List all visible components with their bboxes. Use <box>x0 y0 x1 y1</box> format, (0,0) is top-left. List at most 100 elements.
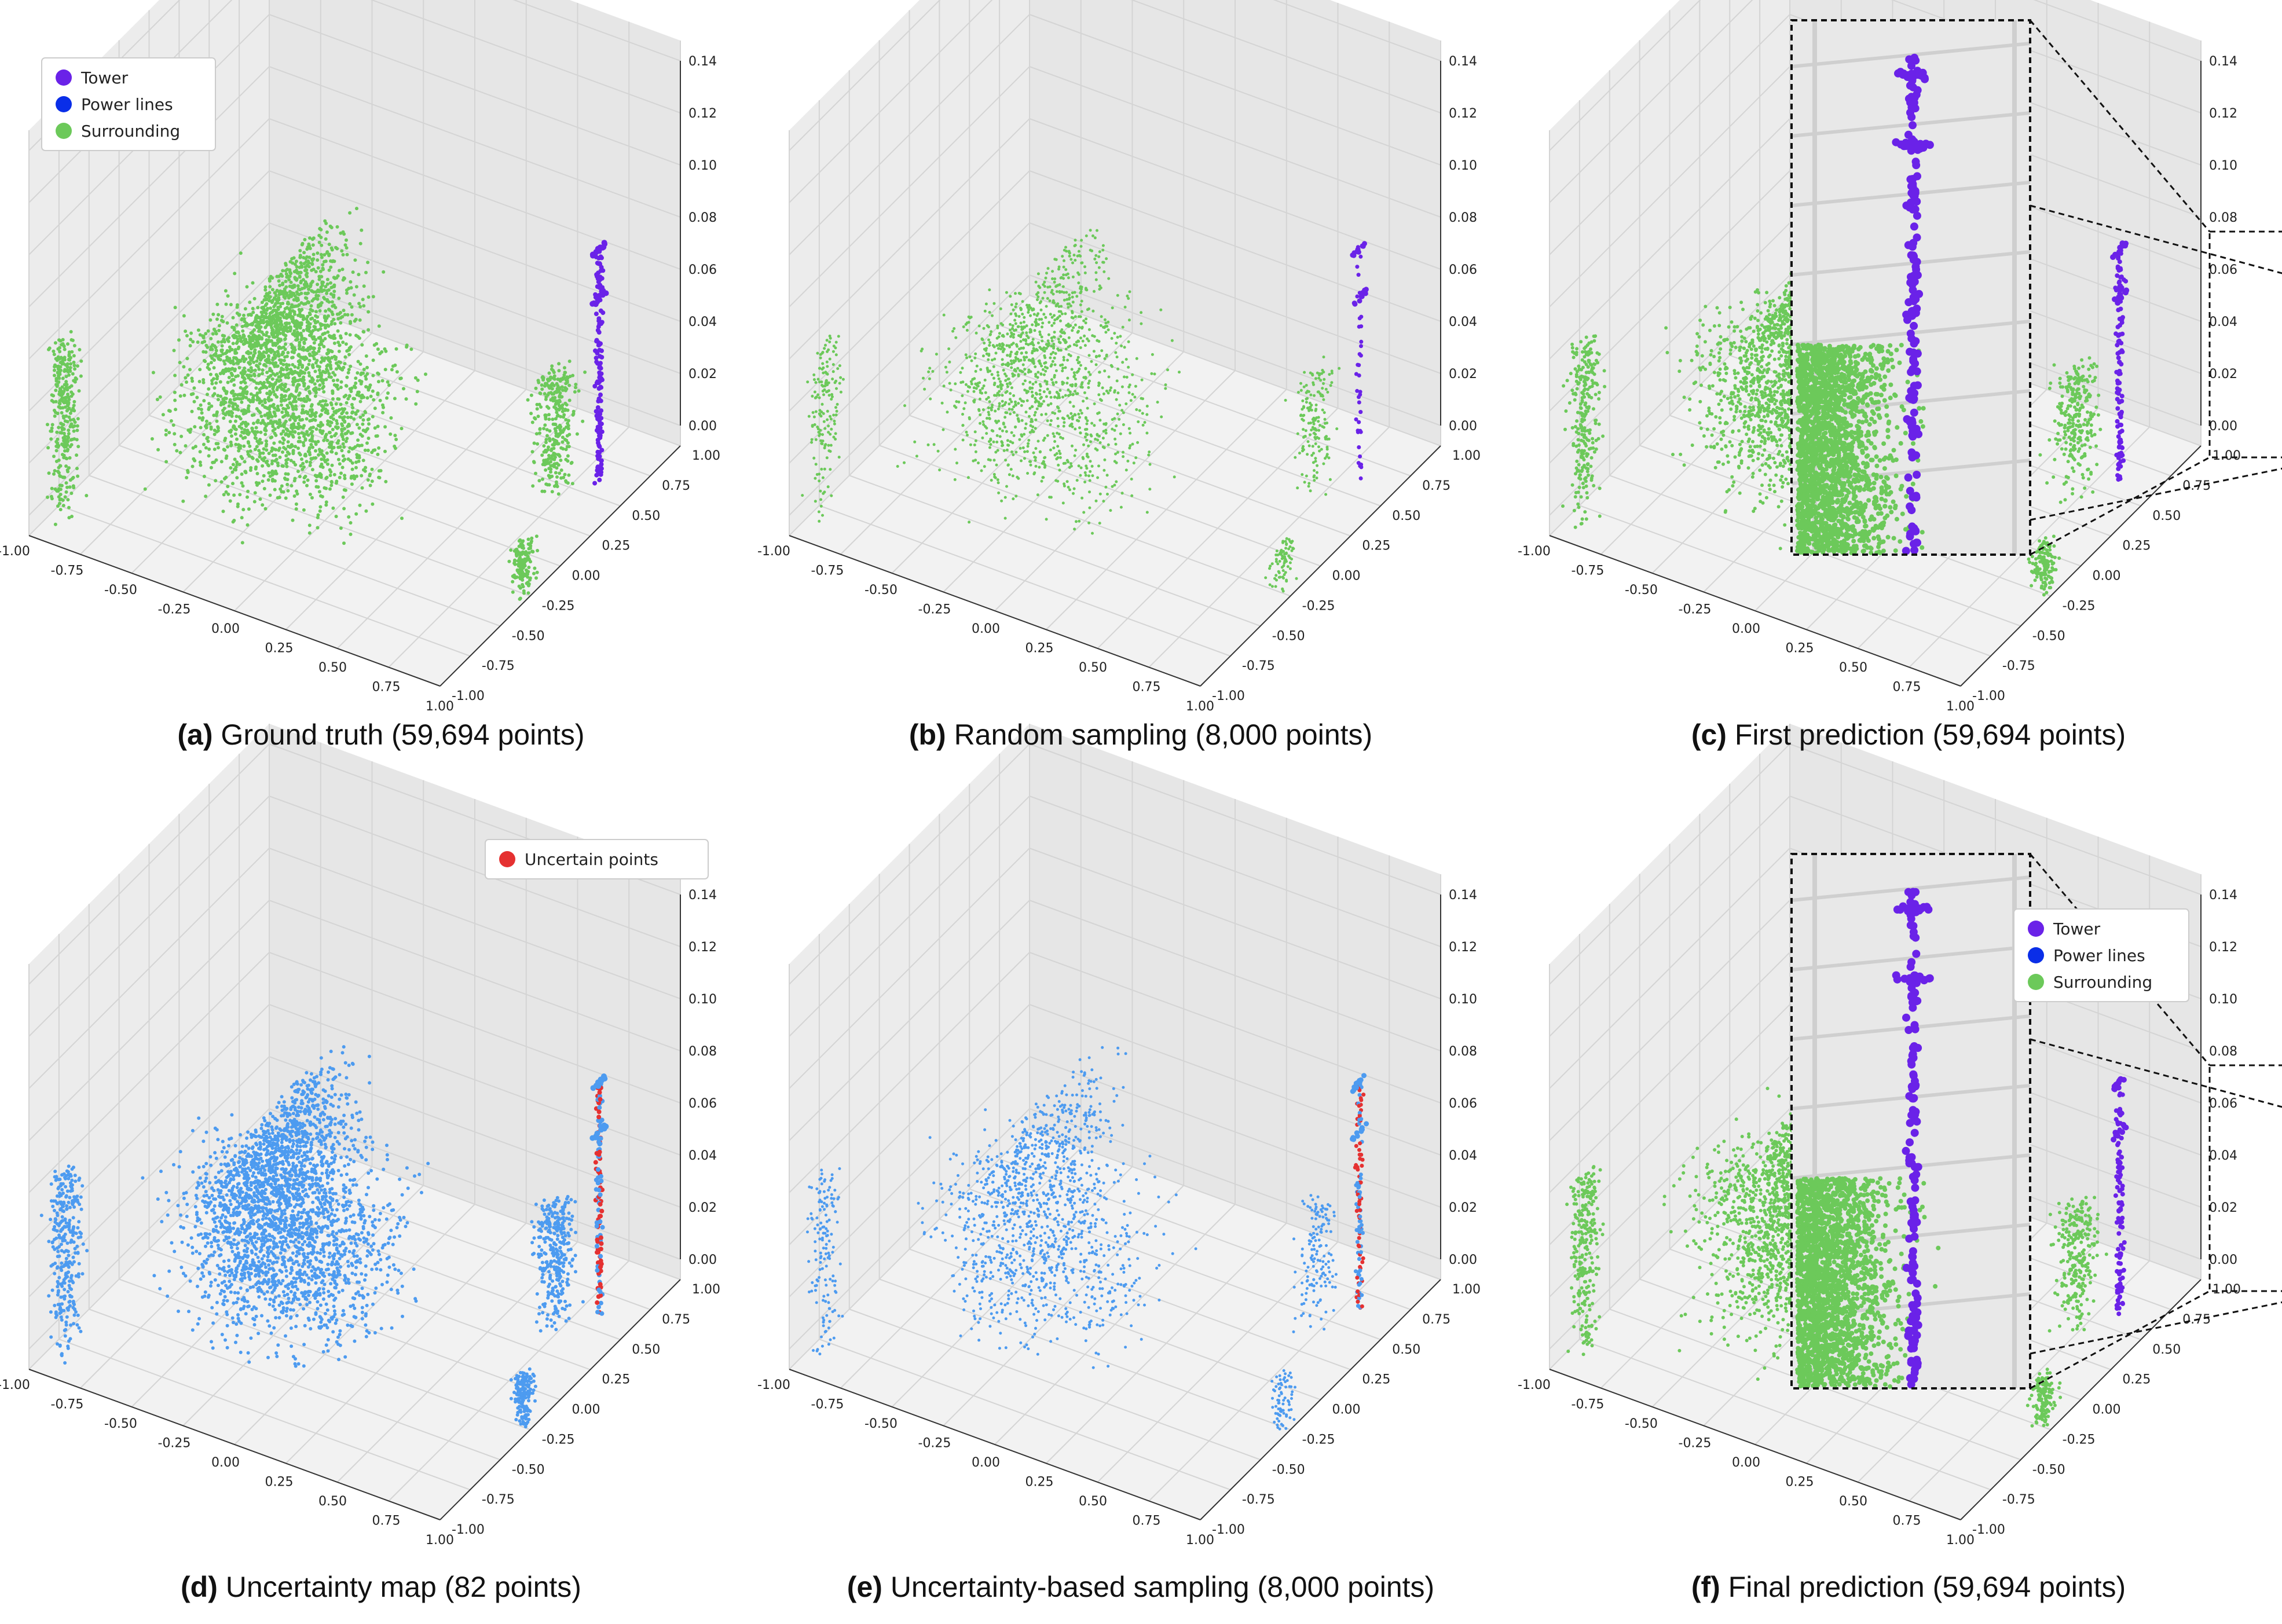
surrounding-point <box>1127 365 1130 369</box>
surrounding-point <box>1039 333 1042 336</box>
surrounding-point <box>1098 522 1101 525</box>
surrounding-point <box>1085 234 1088 237</box>
surrounding-point <box>188 368 192 372</box>
surrounding-point <box>988 417 991 420</box>
surrounding-point <box>58 493 63 496</box>
surrounding-point <box>1069 464 1073 468</box>
surrounding-point <box>1034 464 1038 468</box>
surrounding-point <box>1098 250 1101 254</box>
surrounding-point <box>1118 417 1121 421</box>
surrounding-point <box>319 475 323 479</box>
surrounding-point <box>1009 412 1012 416</box>
surrounding-point <box>944 365 947 369</box>
surrounding-point <box>402 387 405 391</box>
surrounding-point <box>280 393 284 397</box>
surrounding-point <box>331 397 335 401</box>
surrounding-point <box>309 283 313 287</box>
surrounding-point <box>1096 339 1099 342</box>
surrounding-point <box>317 453 321 457</box>
surrounding-point <box>350 402 354 406</box>
surrounding-point <box>294 507 298 511</box>
surrounding-point <box>1064 268 1068 272</box>
surrounding-point <box>213 460 216 464</box>
surrounding-point <box>1124 468 1128 472</box>
surrounding-point <box>1127 340 1130 343</box>
surrounding-point <box>1114 452 1117 456</box>
surrounding-point <box>357 426 361 430</box>
surrounding-point <box>1111 427 1114 431</box>
surrounding-point <box>1073 291 1076 294</box>
surrounding-point <box>957 400 961 404</box>
surrounding-point <box>1068 416 1071 420</box>
surrounding-point <box>373 406 377 410</box>
surrounding-point <box>314 270 318 274</box>
surrounding-point <box>1020 351 1023 355</box>
surrounding-point <box>1010 386 1013 390</box>
surrounding-point <box>1023 316 1026 319</box>
surrounding-point <box>1101 437 1105 440</box>
surrounding-point <box>1088 379 1091 383</box>
surrounding-point <box>295 492 299 496</box>
surrounding-point <box>381 410 385 415</box>
surrounding-point <box>526 570 530 574</box>
surrounding-point <box>246 340 249 344</box>
surrounding-point <box>56 412 60 415</box>
surrounding-point <box>298 274 302 278</box>
surrounding-point <box>232 383 236 387</box>
surrounding-point <box>521 582 525 586</box>
surrounding-point <box>1076 369 1080 373</box>
surrounding-point <box>556 453 560 457</box>
surrounding-point <box>534 576 538 580</box>
surrounding-point <box>310 262 314 266</box>
surrounding-point <box>250 399 254 402</box>
surrounding-point <box>1055 290 1058 294</box>
z-tick-label: 0.00 <box>688 419 717 434</box>
surrounding-point <box>208 347 213 351</box>
surrounding-point <box>281 302 285 305</box>
surrounding-point <box>64 385 68 389</box>
surrounding-point <box>303 453 307 457</box>
surrounding-point <box>283 476 287 480</box>
surrounding-point <box>1004 411 1008 415</box>
surrounding-point <box>1073 527 1076 531</box>
surrounding-point <box>999 307 1002 310</box>
surrounding-point <box>981 387 984 390</box>
surrounding-point <box>309 431 313 435</box>
surrounding-point <box>928 366 932 370</box>
surrounding-point <box>71 417 75 421</box>
surrounding-point <box>222 493 226 497</box>
surrounding-point <box>424 372 427 376</box>
surrounding-point <box>182 314 186 318</box>
surrounding-point <box>573 390 577 394</box>
surrounding-point <box>1066 358 1069 362</box>
surrounding-point <box>1040 395 1043 399</box>
surrounding-point <box>526 555 530 559</box>
surrounding-point <box>1068 424 1072 427</box>
surrounding-point <box>273 431 277 435</box>
surrounding-point <box>302 404 306 408</box>
surrounding-point <box>970 382 973 386</box>
surrounding-point <box>975 383 979 387</box>
surrounding-point <box>250 426 254 430</box>
surrounding-point <box>1017 402 1020 405</box>
surrounding-point <box>543 489 547 493</box>
surrounding-point <box>1049 402 1053 405</box>
surrounding-point <box>383 368 387 372</box>
surrounding-point <box>249 392 253 396</box>
surrounding-point <box>281 441 285 445</box>
surrounding-point <box>555 410 559 415</box>
surrounding-point <box>268 295 272 299</box>
surrounding-point <box>67 395 71 399</box>
surrounding-point <box>231 316 235 320</box>
surrounding-point <box>290 342 293 346</box>
surrounding-point <box>325 291 329 295</box>
surrounding-point <box>1045 382 1049 386</box>
surrounding-point <box>311 354 315 358</box>
surrounding-point <box>1046 297 1049 300</box>
surrounding-point <box>52 349 56 353</box>
surrounding-point <box>252 296 257 300</box>
surrounding-point <box>340 249 344 253</box>
surrounding-point <box>221 320 225 324</box>
surrounding-point <box>313 382 317 386</box>
surrounding-point <box>59 388 63 393</box>
